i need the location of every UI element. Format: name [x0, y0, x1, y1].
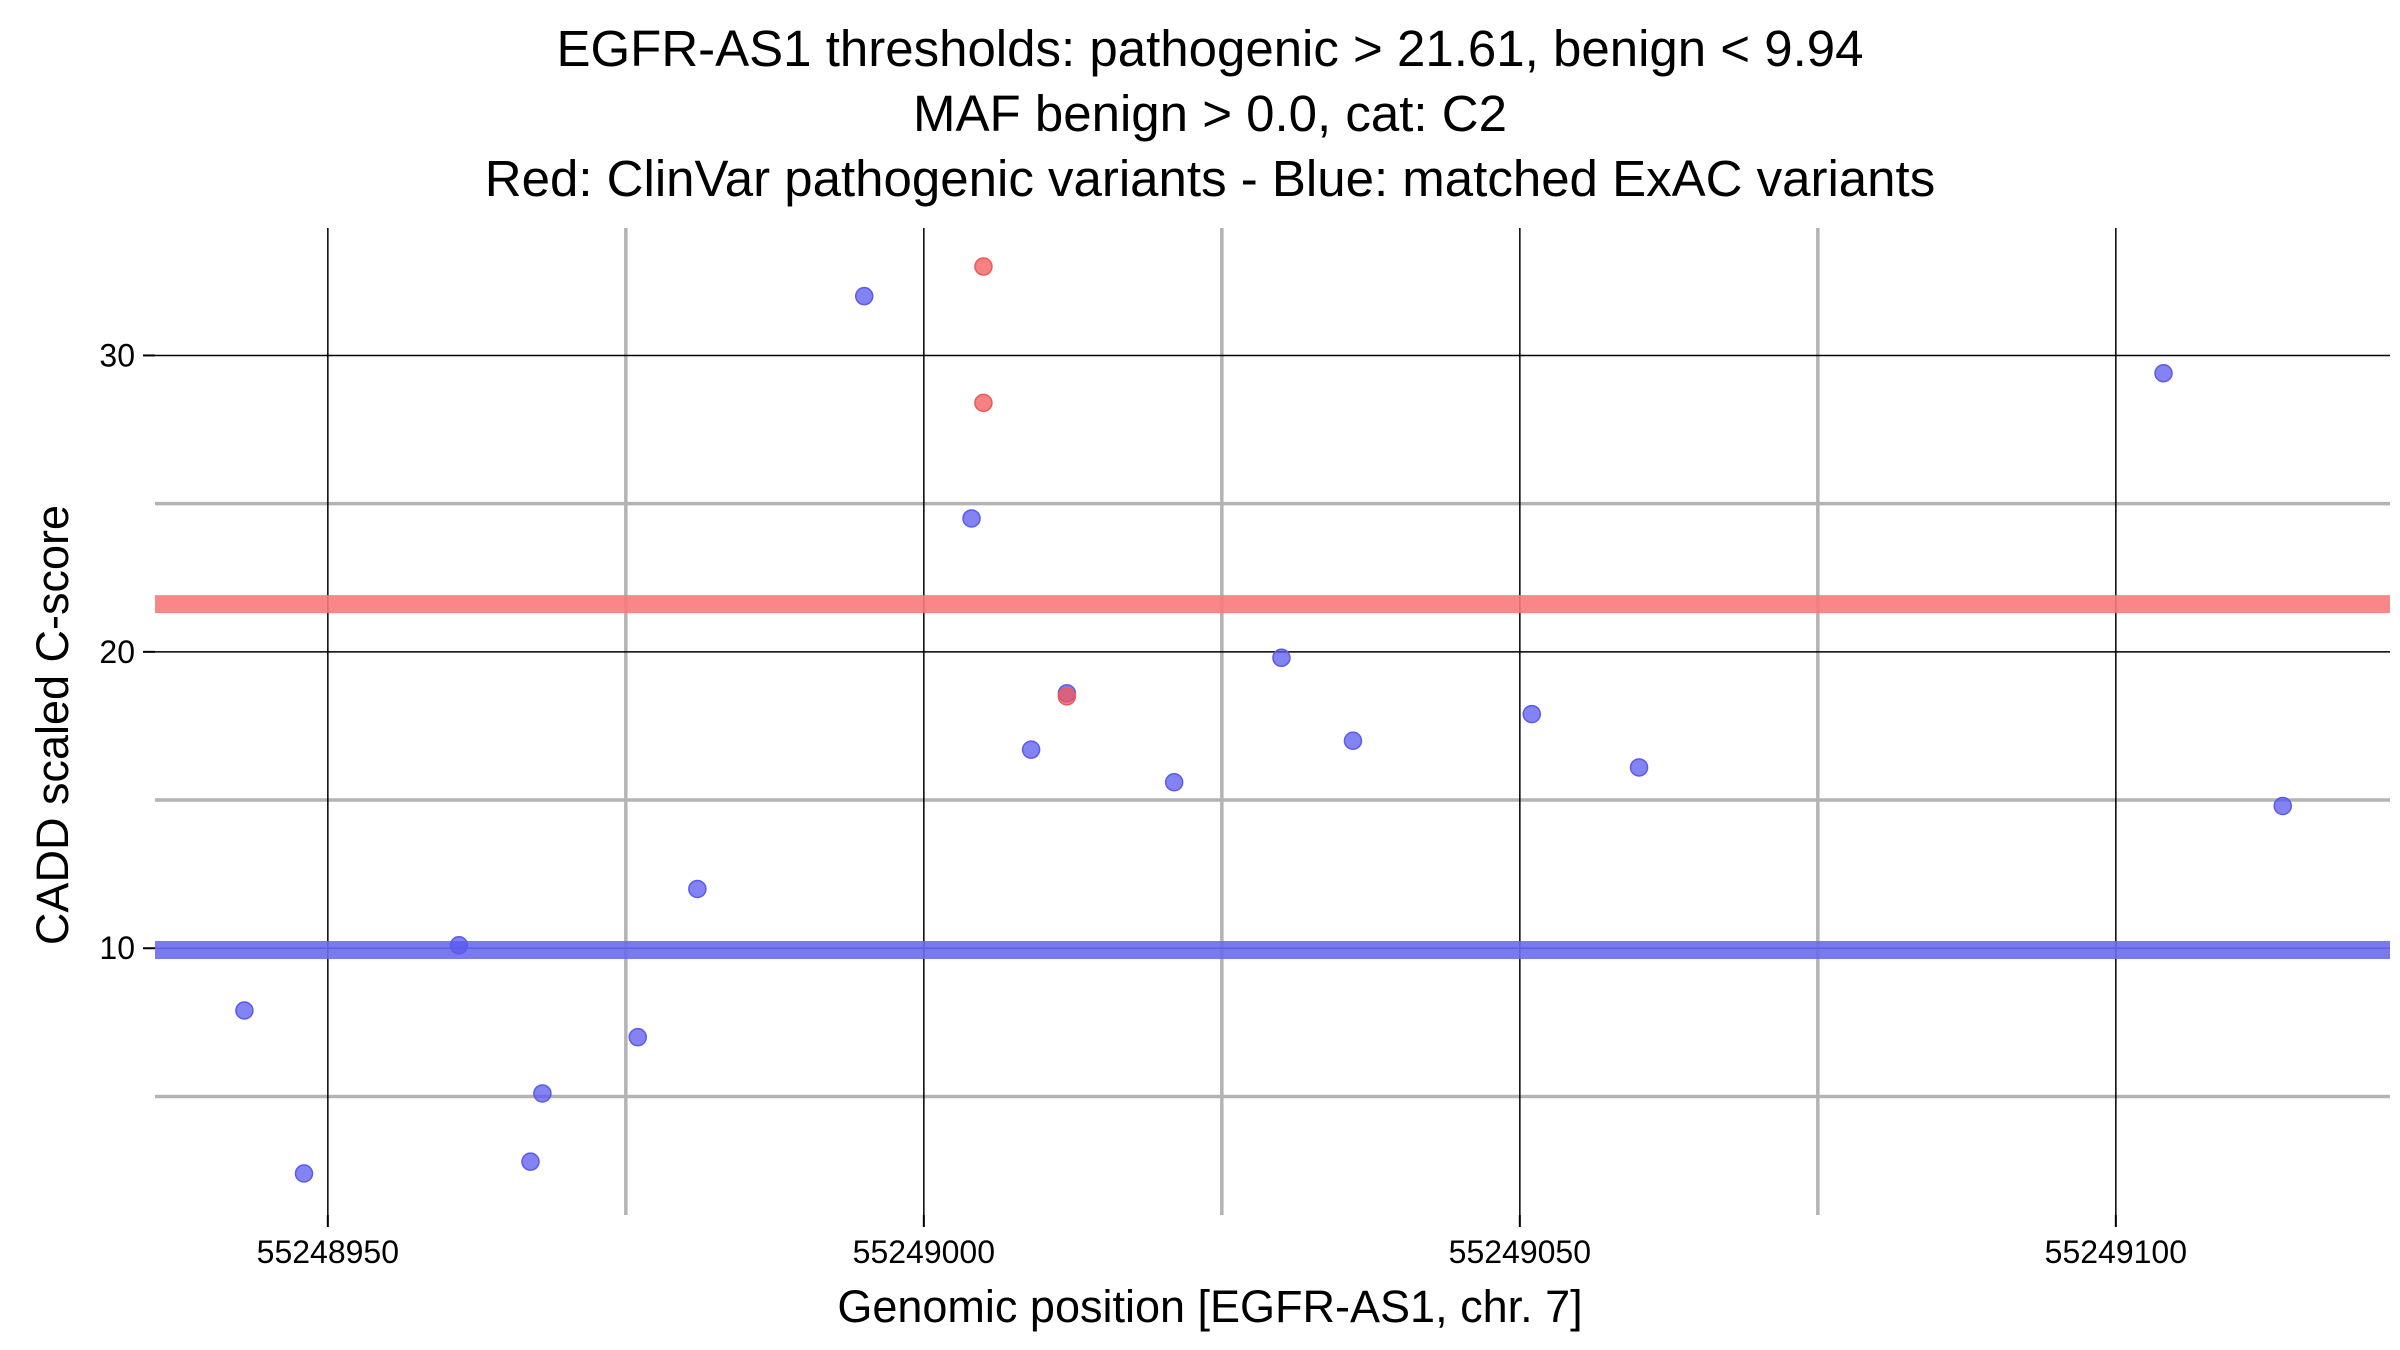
- data-point-matched-exac-variants: [235, 1001, 254, 1020]
- threshold-lines: [155, 595, 2390, 960]
- data-point-matched-exac-variants: [1021, 740, 1041, 759]
- data-point-matched-exac-variants: [2273, 796, 2292, 816]
- chart-title: EGFR-AS1 thresholds: pathogenic > 21.61,…: [485, 20, 1935, 207]
- minor-gridlines: [155, 228, 2390, 1215]
- y-tick-label: 10: [99, 930, 135, 966]
- axis-ticks: 55248950 55249000 55249050 55249100 10 20 30: [99, 337, 2187, 1270]
- x-axis-title: Genomic position [EGFR-AS1, chr. 7]: [837, 1281, 1582, 1332]
- data-point-clinvar-pathogenic-variants: [974, 393, 993, 413]
- x-tick-label: 55249050: [1449, 1234, 1591, 1270]
- data-point-matched-exac-variants: [1522, 704, 1542, 724]
- x-tick-label: 55249000: [853, 1234, 995, 1270]
- major-gridlines: [155, 228, 2390, 1215]
- data-point-clinvar-pathogenic-variants: [1057, 687, 1077, 706]
- data-point-matched-exac-variants: [628, 1027, 648, 1047]
- y-tick-label: 20: [99, 634, 135, 670]
- data-point-matched-exac-variants: [533, 1084, 552, 1103]
- x-tick-label: 55248950: [257, 1234, 399, 1270]
- chart-title-line-1: EGFR-AS1 thresholds: pathogenic > 21.61,…: [556, 20, 1863, 77]
- x-tick-label: 55249100: [2045, 1234, 2187, 1270]
- y-axis-title: CADD scaled C-score: [27, 505, 78, 945]
- data-points: [235, 257, 2292, 1183]
- data-point-matched-exac-variants: [2154, 363, 2173, 383]
- data-point-matched-exac-variants: [1343, 731, 1363, 751]
- data-point-clinvar-pathogenic-variants: [974, 257, 993, 276]
- chart-title-line-3: Red: ClinVar pathogenic variants - Blue:…: [485, 150, 1935, 207]
- data-point-matched-exac-variants: [962, 509, 981, 528]
- data-point-matched-exac-variants: [688, 879, 707, 899]
- chart-title-line-2: MAF benign > 0.0, cat: C2: [913, 85, 1507, 142]
- data-point-matched-exac-variants: [854, 286, 874, 306]
- data-point-matched-exac-variants: [1164, 773, 1184, 792]
- data-point-matched-exac-variants: [449, 936, 469, 955]
- y-tick-label: 30: [99, 337, 135, 373]
- data-point-matched-exac-variants: [294, 1164, 314, 1183]
- data-point-matched-exac-variants: [1272, 648, 1291, 668]
- data-point-matched-exac-variants: [1629, 758, 1649, 777]
- data-point-matched-exac-variants: [521, 1152, 540, 1171]
